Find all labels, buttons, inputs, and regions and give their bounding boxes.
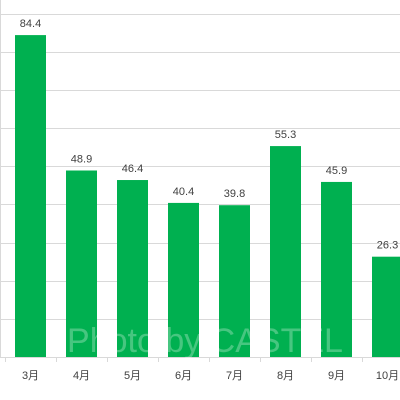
x-tick-label: 9月 — [328, 370, 345, 382]
data-label: 84.4 — [20, 18, 41, 30]
data-labels: 84.4 48.9 46.4 40.4 39.8 55.3 45.9 26.3 — [20, 18, 398, 252]
x-tick-label: 6月 — [175, 370, 192, 382]
x-tick-label: 3月 — [22, 370, 39, 382]
x-tick-label: 8月 — [277, 370, 294, 382]
bar — [270, 146, 301, 357]
bar — [219, 205, 250, 357]
data-label: 45.9 — [326, 165, 347, 177]
x-tick-label: 4月 — [73, 370, 90, 382]
bar — [15, 35, 46, 358]
data-label: 55.3 — [275, 129, 296, 141]
bar — [66, 170, 97, 357]
data-label: 26.3 — [377, 240, 398, 252]
bars — [15, 35, 400, 358]
x-tick-labels: 3月 4月 5月 6月 7月 8月 9月 10月 — [22, 370, 399, 382]
data-label: 40.4 — [173, 186, 194, 198]
bar — [372, 256, 400, 357]
bar — [168, 202, 199, 357]
data-label: 48.9 — [71, 153, 92, 165]
bar — [321, 181, 352, 357]
data-label: 39.8 — [224, 188, 245, 200]
watermark: Photo by CASTEL — [67, 322, 343, 360]
x-tick-label: 7月 — [226, 370, 243, 382]
bar — [117, 180, 148, 357]
x-tick-label: 5月 — [124, 370, 141, 382]
x-tick-label: 10月 — [376, 370, 399, 382]
data-label: 46.4 — [122, 163, 143, 175]
